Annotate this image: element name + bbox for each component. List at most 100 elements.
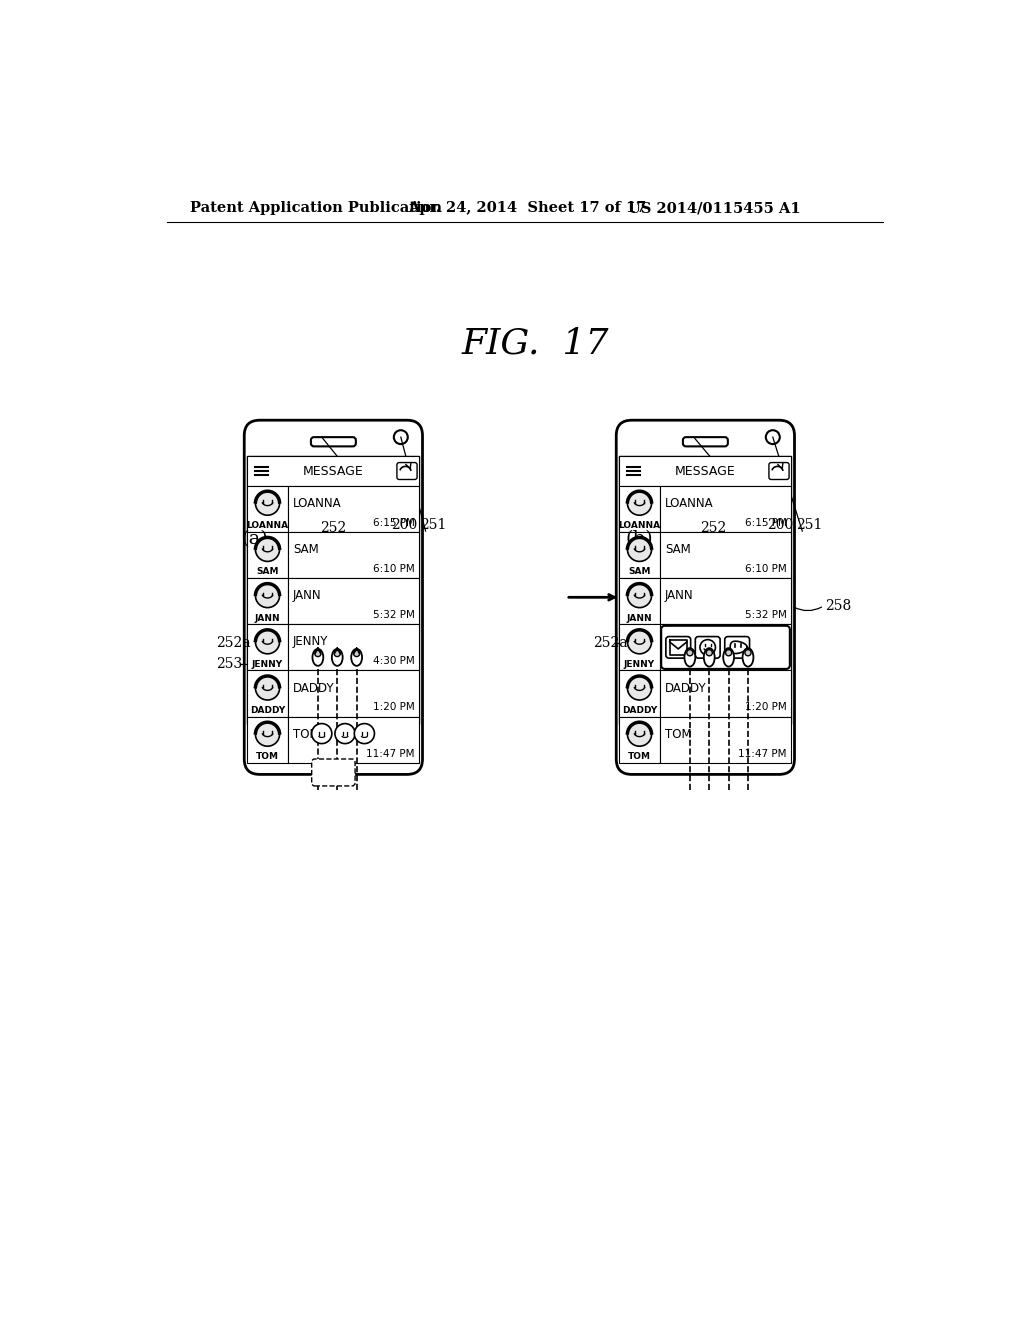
Text: FIG.  17: FIG. 17 <box>461 326 608 360</box>
Text: DADDY: DADDY <box>622 706 657 715</box>
Circle shape <box>335 723 355 743</box>
Text: LOANNA: LOANNA <box>247 521 289 531</box>
Text: JENNY: JENNY <box>293 635 329 648</box>
Circle shape <box>255 491 280 515</box>
Text: 4:30 PM: 4:30 PM <box>373 656 415 667</box>
FancyBboxPatch shape <box>311 759 355 785</box>
FancyBboxPatch shape <box>662 626 790 669</box>
Text: 200: 200 <box>391 517 418 532</box>
Circle shape <box>707 649 713 656</box>
Bar <box>288 624 420 671</box>
Circle shape <box>255 537 280 561</box>
Text: DADDY: DADDY <box>665 681 707 694</box>
Text: 252a: 252a <box>593 636 628 649</box>
Text: LOANNA: LOANNA <box>293 496 342 510</box>
Bar <box>248 486 288 532</box>
Circle shape <box>314 651 321 656</box>
Bar <box>248 717 288 763</box>
Bar <box>620 578 659 624</box>
Text: SAM: SAM <box>665 543 691 556</box>
Bar <box>659 532 792 578</box>
Ellipse shape <box>312 649 324 665</box>
Circle shape <box>628 630 651 653</box>
Text: 252: 252 <box>321 521 346 535</box>
Circle shape <box>744 649 751 656</box>
Circle shape <box>255 676 280 700</box>
Circle shape <box>687 649 693 656</box>
FancyBboxPatch shape <box>725 636 750 659</box>
Text: 6:15 PM: 6:15 PM <box>373 517 415 528</box>
FancyBboxPatch shape <box>685 731 726 748</box>
Bar <box>620 717 659 763</box>
Bar <box>659 717 792 763</box>
Text: 252a: 252a <box>216 636 250 649</box>
Bar <box>620 532 659 578</box>
Text: JENNY: JENNY <box>252 660 283 669</box>
Text: JENNY: JENNY <box>665 635 700 648</box>
Bar <box>620 457 792 725</box>
Circle shape <box>394 430 408 444</box>
Text: TOM: TOM <box>256 752 279 762</box>
Text: TOM: TOM <box>293 727 319 741</box>
Text: JENNY: JENNY <box>624 660 655 669</box>
FancyBboxPatch shape <box>769 462 790 479</box>
Bar <box>248 532 288 578</box>
Circle shape <box>255 583 280 607</box>
Text: 4:30 PM: 4:30 PM <box>745 656 786 667</box>
Bar <box>659 486 792 532</box>
Text: MESSAGE: MESSAGE <box>303 465 364 478</box>
Text: MESSAGE: MESSAGE <box>675 465 736 478</box>
Text: US 2014/0115455 A1: US 2014/0115455 A1 <box>628 202 801 215</box>
FancyBboxPatch shape <box>311 437 356 446</box>
Bar <box>659 671 792 717</box>
Bar <box>288 578 420 624</box>
Bar <box>620 457 792 486</box>
Bar <box>659 578 792 624</box>
Circle shape <box>726 649 732 656</box>
Circle shape <box>628 537 651 561</box>
Text: 5:32 PM: 5:32 PM <box>373 610 415 620</box>
Circle shape <box>255 722 280 746</box>
Text: TOM: TOM <box>665 727 691 741</box>
FancyBboxPatch shape <box>632 731 659 748</box>
Text: DADDY: DADDY <box>250 706 285 715</box>
Bar <box>620 486 659 532</box>
Ellipse shape <box>684 648 695 667</box>
Text: 5:32 PM: 5:32 PM <box>744 610 786 620</box>
Bar <box>248 671 288 717</box>
Text: JANN: JANN <box>293 589 322 602</box>
FancyBboxPatch shape <box>245 420 423 775</box>
FancyBboxPatch shape <box>397 462 417 479</box>
Bar <box>288 532 420 578</box>
Text: SAM: SAM <box>293 543 318 556</box>
Circle shape <box>255 630 280 653</box>
Bar <box>248 624 288 671</box>
Ellipse shape <box>332 649 343 665</box>
Text: (a): (a) <box>242 531 268 549</box>
Bar <box>288 486 420 532</box>
Text: 258: 258 <box>825 599 852 612</box>
Bar <box>248 457 420 725</box>
Bar <box>248 457 420 486</box>
Text: 252: 252 <box>700 521 726 535</box>
Text: 6:10 PM: 6:10 PM <box>373 564 415 574</box>
Circle shape <box>334 651 340 656</box>
Circle shape <box>628 583 651 607</box>
Text: JANN: JANN <box>665 589 693 602</box>
FancyBboxPatch shape <box>666 636 690 659</box>
Text: 251: 251 <box>796 517 822 532</box>
Bar <box>659 624 792 671</box>
FancyBboxPatch shape <box>313 731 353 748</box>
Circle shape <box>700 640 716 655</box>
Text: TOM: TOM <box>628 752 651 762</box>
Text: 1:20 PM: 1:20 PM <box>373 702 415 713</box>
Text: SAM: SAM <box>629 568 650 577</box>
Bar <box>620 671 659 717</box>
Text: LOANNA: LOANNA <box>618 521 660 531</box>
Ellipse shape <box>723 648 734 667</box>
FancyBboxPatch shape <box>260 731 288 748</box>
Text: 11:47 PM: 11:47 PM <box>367 748 415 759</box>
Bar <box>248 578 288 624</box>
Text: SAM: SAM <box>256 568 279 577</box>
Text: DADDY: DADDY <box>293 681 335 694</box>
